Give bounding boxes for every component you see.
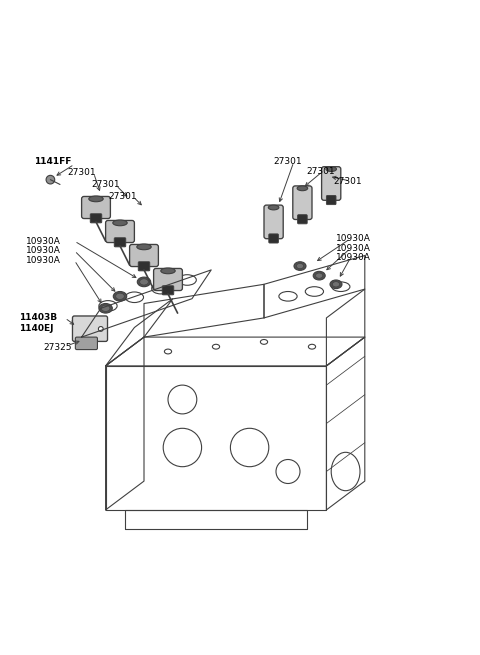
FancyBboxPatch shape	[269, 234, 278, 243]
Text: 1140EJ: 1140EJ	[19, 324, 54, 333]
FancyBboxPatch shape	[264, 205, 283, 238]
Ellipse shape	[113, 220, 127, 226]
Text: 10930A: 10930A	[336, 244, 371, 253]
Ellipse shape	[101, 305, 110, 311]
Ellipse shape	[297, 186, 308, 191]
FancyBboxPatch shape	[106, 221, 134, 242]
Ellipse shape	[98, 327, 103, 331]
Text: 27301: 27301	[91, 180, 120, 189]
Text: 10930A: 10930A	[336, 234, 371, 243]
Text: 11403B: 11403B	[19, 313, 57, 322]
FancyBboxPatch shape	[326, 195, 336, 204]
Text: 10930A: 10930A	[336, 253, 371, 263]
Ellipse shape	[46, 176, 55, 184]
Text: 10930A: 10930A	[26, 236, 61, 246]
FancyBboxPatch shape	[322, 167, 341, 200]
Ellipse shape	[137, 277, 151, 287]
Text: 10930A: 10930A	[26, 246, 61, 255]
FancyBboxPatch shape	[130, 244, 158, 267]
Ellipse shape	[113, 291, 127, 301]
Text: 27301: 27301	[334, 177, 362, 185]
Ellipse shape	[332, 282, 340, 287]
Ellipse shape	[116, 293, 124, 299]
FancyBboxPatch shape	[90, 214, 102, 223]
Text: 27325: 27325	[43, 343, 72, 352]
Text: 27301: 27301	[274, 157, 302, 166]
Ellipse shape	[89, 196, 103, 202]
Text: 1141FF: 1141FF	[34, 157, 71, 166]
FancyBboxPatch shape	[293, 186, 312, 219]
FancyBboxPatch shape	[82, 196, 110, 219]
Ellipse shape	[316, 273, 323, 278]
Ellipse shape	[161, 268, 175, 274]
FancyBboxPatch shape	[154, 269, 182, 291]
Ellipse shape	[326, 167, 336, 172]
Ellipse shape	[268, 205, 279, 210]
FancyBboxPatch shape	[72, 316, 108, 341]
Ellipse shape	[296, 263, 304, 269]
FancyBboxPatch shape	[298, 215, 307, 224]
Ellipse shape	[313, 271, 325, 280]
Ellipse shape	[99, 303, 112, 313]
FancyBboxPatch shape	[114, 238, 126, 247]
Ellipse shape	[137, 244, 151, 250]
Ellipse shape	[330, 280, 342, 289]
Text: 10930A: 10930A	[26, 256, 61, 265]
Text: 27301: 27301	[108, 192, 137, 201]
FancyBboxPatch shape	[75, 337, 97, 350]
Ellipse shape	[294, 262, 306, 271]
Ellipse shape	[140, 279, 148, 285]
Text: 27301: 27301	[306, 167, 335, 176]
Text: 27301: 27301	[67, 168, 96, 178]
FancyBboxPatch shape	[162, 286, 174, 295]
FancyBboxPatch shape	[138, 262, 150, 271]
